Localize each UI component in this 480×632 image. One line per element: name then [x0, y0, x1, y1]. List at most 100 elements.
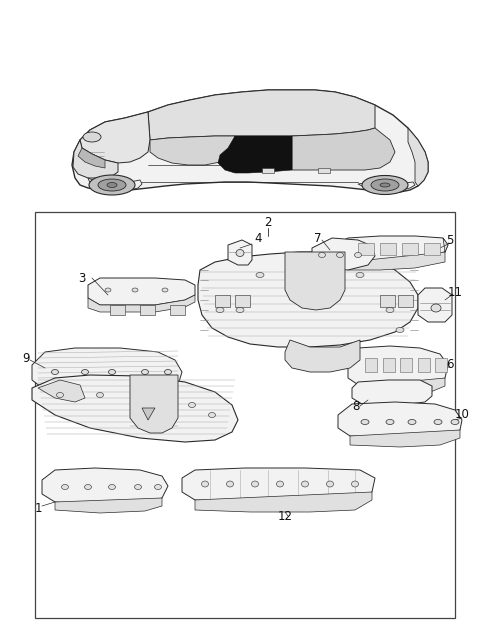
Polygon shape: [88, 278, 195, 305]
Polygon shape: [88, 178, 142, 190]
Bar: [424, 243, 440, 255]
Text: 8: 8: [352, 399, 360, 413]
Ellipse shape: [96, 392, 104, 398]
Bar: [215, 295, 230, 307]
Text: 10: 10: [455, 408, 469, 422]
Polygon shape: [352, 380, 432, 405]
Polygon shape: [418, 288, 452, 322]
Polygon shape: [182, 468, 375, 502]
Polygon shape: [358, 182, 415, 191]
Ellipse shape: [276, 481, 284, 487]
Polygon shape: [32, 375, 238, 442]
Text: 9: 9: [22, 351, 30, 365]
Polygon shape: [228, 240, 252, 265]
Polygon shape: [285, 252, 345, 310]
Ellipse shape: [380, 183, 390, 187]
Ellipse shape: [57, 392, 63, 398]
Polygon shape: [88, 295, 195, 312]
Text: 5: 5: [446, 233, 454, 246]
Polygon shape: [198, 252, 418, 347]
Ellipse shape: [202, 481, 208, 487]
Bar: [402, 243, 418, 255]
Bar: [435, 358, 447, 372]
Polygon shape: [130, 375, 178, 433]
Polygon shape: [150, 136, 235, 165]
Ellipse shape: [361, 420, 369, 425]
Polygon shape: [42, 468, 168, 505]
Ellipse shape: [132, 288, 138, 292]
Bar: [318, 168, 330, 173]
Ellipse shape: [319, 253, 325, 257]
Polygon shape: [408, 128, 428, 186]
Polygon shape: [38, 380, 85, 402]
Bar: [383, 358, 395, 372]
Ellipse shape: [61, 485, 69, 490]
Text: 6: 6: [446, 358, 454, 372]
Polygon shape: [110, 305, 125, 315]
Bar: [400, 358, 412, 372]
Ellipse shape: [107, 183, 117, 188]
Bar: [418, 358, 430, 372]
Text: 4: 4: [254, 231, 262, 245]
Ellipse shape: [208, 413, 216, 418]
Bar: [262, 168, 274, 173]
Polygon shape: [340, 236, 448, 262]
Ellipse shape: [434, 420, 442, 425]
Text: 7: 7: [314, 231, 322, 245]
Ellipse shape: [105, 288, 111, 292]
Ellipse shape: [351, 481, 359, 487]
Ellipse shape: [236, 308, 244, 312]
Ellipse shape: [386, 308, 394, 312]
Ellipse shape: [108, 485, 116, 490]
Ellipse shape: [155, 485, 161, 490]
Ellipse shape: [408, 420, 416, 425]
Bar: [365, 358, 377, 372]
Ellipse shape: [162, 288, 168, 292]
Ellipse shape: [386, 420, 394, 425]
Bar: [380, 243, 396, 255]
Ellipse shape: [301, 481, 309, 487]
Ellipse shape: [89, 175, 135, 195]
Ellipse shape: [236, 250, 244, 257]
Text: 2: 2: [264, 216, 272, 229]
Polygon shape: [140, 305, 155, 315]
Bar: [380, 295, 395, 307]
Ellipse shape: [355, 253, 361, 257]
Polygon shape: [285, 340, 360, 372]
Ellipse shape: [51, 370, 59, 375]
Ellipse shape: [256, 272, 264, 277]
Ellipse shape: [362, 176, 408, 195]
Ellipse shape: [252, 481, 259, 487]
Text: 1: 1: [34, 502, 42, 514]
Polygon shape: [170, 305, 185, 315]
Polygon shape: [55, 498, 162, 513]
Ellipse shape: [336, 253, 344, 257]
Ellipse shape: [98, 179, 126, 191]
Polygon shape: [148, 90, 375, 140]
Polygon shape: [312, 238, 375, 270]
Ellipse shape: [371, 179, 399, 191]
Polygon shape: [218, 136, 292, 173]
Bar: [235, 295, 250, 307]
Ellipse shape: [108, 370, 116, 375]
Text: 3: 3: [78, 272, 86, 284]
Polygon shape: [195, 492, 372, 512]
Ellipse shape: [82, 370, 88, 375]
Polygon shape: [72, 90, 428, 192]
Polygon shape: [360, 378, 445, 396]
Ellipse shape: [227, 481, 233, 487]
Bar: [358, 243, 374, 255]
Ellipse shape: [83, 132, 101, 142]
Ellipse shape: [356, 272, 364, 277]
Ellipse shape: [189, 403, 195, 408]
Ellipse shape: [431, 304, 441, 312]
Ellipse shape: [134, 485, 142, 490]
Polygon shape: [142, 408, 155, 420]
Ellipse shape: [165, 370, 171, 375]
Ellipse shape: [216, 308, 224, 312]
Ellipse shape: [396, 327, 404, 332]
Text: 11: 11: [447, 286, 463, 298]
Polygon shape: [338, 402, 462, 438]
Polygon shape: [350, 430, 460, 447]
Polygon shape: [78, 148, 105, 168]
